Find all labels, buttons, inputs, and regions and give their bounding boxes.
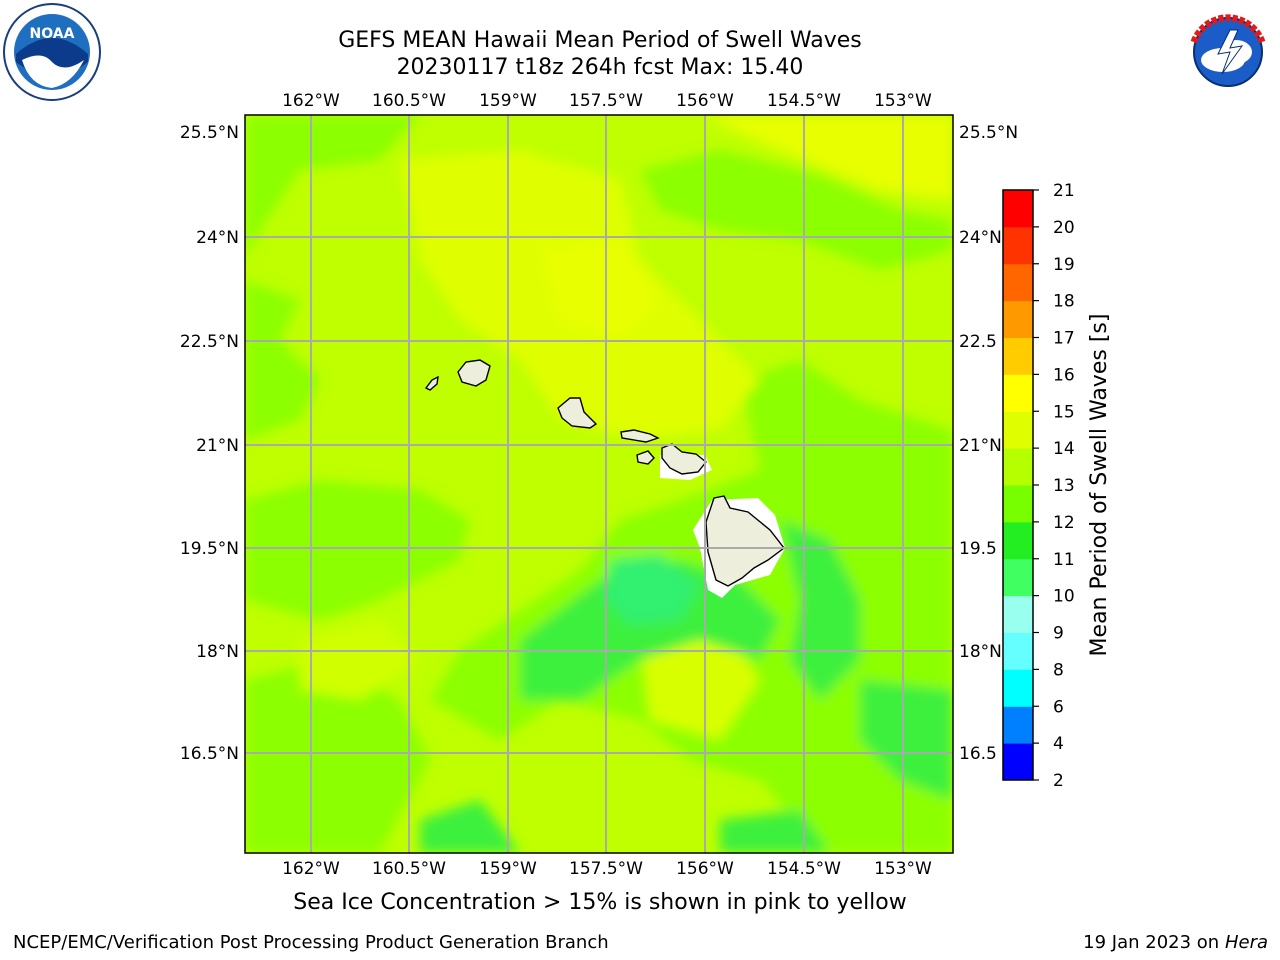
island-lanai bbox=[636, 450, 655, 465]
colorbar-tick-label: 18 bbox=[1053, 292, 1075, 312]
colorbar-tick-label: 15 bbox=[1053, 402, 1075, 422]
lat-tick-left: 19.5°N bbox=[180, 539, 239, 559]
wave-period-field bbox=[245, 115, 953, 853]
lat-tick-left: 18°N bbox=[196, 642, 239, 662]
footer-date-text: 19 Jan 2023 on bbox=[1083, 932, 1220, 953]
sea-ice-caption: Sea Ice Concentration > 15% is shown in … bbox=[293, 890, 907, 915]
lon-tick-bottom: 157.5°W bbox=[569, 859, 643, 879]
footer-host: Hera bbox=[1224, 932, 1268, 953]
colorbar-tick-label: 21 bbox=[1053, 181, 1075, 201]
lat-tick-left: 16.5°N bbox=[180, 744, 239, 764]
lat-tick-right: 18°N bbox=[959, 642, 1002, 662]
gridlines bbox=[245, 115, 953, 853]
lon-tick-bottom: 154.5°W bbox=[767, 859, 841, 879]
island-niihau bbox=[424, 375, 439, 391]
lat-tick-left: 24°N bbox=[196, 228, 239, 248]
colorbar-segment bbox=[1003, 521, 1033, 560]
colorbar-segment bbox=[1003, 374, 1033, 412]
island-oahu bbox=[557, 397, 598, 429]
colorbar-segment bbox=[1003, 300, 1033, 338]
colorbar-tick-label: 20 bbox=[1053, 218, 1075, 238]
lon-tick-top: 162°W bbox=[282, 91, 340, 111]
lon-tick-top: 160.5°W bbox=[372, 91, 446, 111]
colorbar-tick-label: 13 bbox=[1053, 476, 1075, 496]
colorbar-tick-label: 19 bbox=[1053, 255, 1075, 275]
island-kauai bbox=[457, 359, 491, 387]
chart-title: GEFS MEAN Hawaii Mean Period of Swell Wa… bbox=[338, 28, 862, 53]
colorbar-segment bbox=[1003, 337, 1033, 375]
island-hawaii bbox=[705, 495, 785, 587]
colorbar-tick-label: 6 bbox=[1053, 697, 1064, 717]
hawaiian-islands bbox=[424, 359, 785, 587]
colorbar-segment bbox=[1003, 632, 1033, 670]
lat-tick-right: 25.5°N bbox=[959, 123, 1018, 143]
lon-tick-top: 153°W bbox=[874, 91, 932, 111]
lon-tick-top: 156°W bbox=[676, 91, 734, 111]
lon-tick-bottom: 160.5°W bbox=[372, 859, 446, 879]
lat-tick-right: 21°N bbox=[959, 436, 1002, 456]
footer-branch: NCEP/EMC/Verification Post Processing Pr… bbox=[13, 932, 609, 953]
colorbar-segment bbox=[1003, 706, 1033, 744]
colorbar-tick-label: 2 bbox=[1053, 771, 1064, 791]
svg-text:NOAA: NOAA bbox=[30, 26, 75, 42]
island-maui bbox=[661, 443, 707, 475]
colorbar-tick-label: 17 bbox=[1053, 329, 1075, 349]
island-molokai bbox=[620, 429, 660, 443]
colorbar-tick-label: 14 bbox=[1053, 439, 1075, 459]
lon-tick-top: 157.5°W bbox=[569, 91, 643, 111]
lat-tick-left: 22.5°N bbox=[180, 332, 239, 352]
lon-ticks-top: 162°W 160.5°W 159°W 157.5°W 156°W 154.5°W 153°… bbox=[282, 91, 932, 111]
colorbar-segment bbox=[1003, 263, 1033, 302]
colorbar-tick-label: 16 bbox=[1053, 365, 1075, 385]
map-frame bbox=[244, 114, 954, 854]
lat-tick-right: 16.5 bbox=[959, 744, 997, 764]
colorbar-segment bbox=[1003, 190, 1033, 228]
lat-tick-left: 21°N bbox=[196, 436, 239, 456]
colorbar bbox=[1002, 189, 1039, 781]
colorbar-tick-label: 8 bbox=[1053, 660, 1064, 680]
colorbar-ticks: 2 4 6 8 9 10 11 12 13 14 15 16 17 18 19 20 21 bbox=[1053, 181, 1075, 791]
lat-ticks-left: 25.5°N 24°N 22.5°N 21°N 19.5°N 18°N 16.5°N bbox=[180, 123, 239, 764]
lon-tick-bottom: 153°W bbox=[874, 859, 932, 879]
lat-tick-right: 19.5 bbox=[959, 539, 997, 559]
colorbar-segment bbox=[1003, 558, 1033, 597]
colorbar-segment bbox=[1003, 448, 1033, 486]
footer-date: 19 Jan 2023 on Hera bbox=[1083, 932, 1268, 953]
colorbar-segment bbox=[1003, 411, 1033, 449]
lat-tick-right: 22.5 bbox=[959, 332, 997, 352]
colorbar-tick-label: 12 bbox=[1053, 513, 1075, 533]
lon-tick-top: 154.5°W bbox=[767, 91, 841, 111]
lon-tick-bottom: 159°W bbox=[479, 859, 537, 879]
colorbar-tick-label: 11 bbox=[1053, 550, 1075, 570]
lat-ticks-right: 25.5°N 24°N 22.5 21°N 19.5 18°N 16.5 bbox=[959, 123, 1018, 764]
lat-tick-left: 25.5°N bbox=[180, 123, 239, 143]
chart-subtitle: 20230117 t18z 264h fcst Max: 15.40 bbox=[396, 55, 804, 80]
colorbar-segment bbox=[1003, 743, 1033, 781]
colorbar-segment bbox=[1003, 595, 1033, 633]
lon-tick-top: 159°W bbox=[479, 91, 537, 111]
lon-tick-bottom: 156°W bbox=[676, 859, 734, 879]
nws-logo bbox=[1178, 2, 1278, 102]
noaa-logo: NOAA bbox=[2, 2, 102, 102]
colorbar-tick-label: 10 bbox=[1053, 587, 1075, 607]
lon-ticks-bottom: 162°W 160.5°W 159°W 157.5°W 156°W 154.5°W 153°… bbox=[282, 859, 932, 879]
colorbar-label: Mean Period of Swell Waves [s] bbox=[1087, 314, 1112, 657]
colorbar-segment bbox=[1003, 485, 1033, 523]
colorbar-tick-label: 4 bbox=[1053, 734, 1064, 754]
lat-tick-right: 24°N bbox=[959, 228, 1002, 248]
colorbar-segment bbox=[1003, 226, 1033, 265]
lon-tick-bottom: 162°W bbox=[282, 859, 340, 879]
colorbar-tick-label: 9 bbox=[1053, 624, 1064, 644]
colorbar-segment bbox=[1003, 669, 1033, 707]
